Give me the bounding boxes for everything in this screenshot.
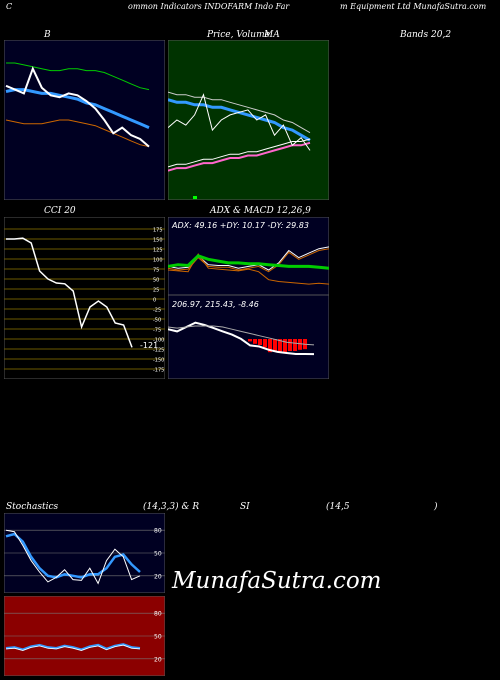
macd-histogram-bar bbox=[268, 339, 272, 353]
macd-histogram-bar bbox=[248, 339, 252, 342]
cci-tick-label: 100 bbox=[153, 258, 163, 264]
cci-tick-label: -150 bbox=[153, 358, 164, 364]
stoch-d-line bbox=[5, 532, 141, 579]
cci-tick-label: 0 bbox=[153, 298, 156, 304]
price-line bbox=[168, 93, 311, 151]
cci-panel: 175 150 125 100 75 50 25 0 -25 -50 -75 -100 -125 -150… bbox=[4, 217, 165, 379]
stoch-tick-label: 50 bbox=[154, 551, 162, 558]
title-stochastics: Stochastics bbox=[6, 502, 59, 512]
title-b: B bbox=[44, 30, 51, 40]
macd-line bbox=[168, 321, 315, 356]
title-stoch-params: (14,3,3) & R bbox=[143, 502, 200, 512]
macd-histogram-bar bbox=[283, 339, 287, 353]
cci-tick-label: -25 bbox=[153, 308, 161, 314]
stoch-tick-label: 20 bbox=[154, 573, 162, 580]
macd-histogram-bar bbox=[298, 339, 302, 350]
watermark: MunafaSutra.com bbox=[172, 568, 382, 594]
macd-histogram-bar bbox=[253, 339, 257, 344]
lower-band-line bbox=[5, 119, 150, 148]
macd-histogram-bar bbox=[258, 339, 262, 345]
title-rsi: SI bbox=[240, 502, 250, 512]
price-volume-panel bbox=[168, 40, 329, 200]
macd-histogram-bar bbox=[278, 339, 282, 353]
upper-band-line bbox=[6, 62, 150, 91]
header-left: C bbox=[6, 2, 13, 11]
header-right: m Equipment Ltd MunafaSutra.com bbox=[340, 2, 487, 11]
stochastics-panel: 80 50 20 bbox=[4, 513, 165, 593]
cci-tick-label: -175 bbox=[153, 368, 164, 374]
rsi-panel: 80 50 20 bbox=[4, 596, 165, 676]
cci-tick-label: 75 bbox=[153, 268, 159, 274]
cci-tick-label: 50 bbox=[153, 278, 159, 284]
rsi-tick-label: 20 bbox=[154, 656, 162, 663]
title-ma: MA bbox=[264, 30, 280, 40]
cci-line bbox=[6, 237, 133, 348]
adx-line bbox=[168, 254, 329, 270]
title-rsi-close: ) bbox=[434, 502, 438, 512]
adx-macd-panel: ADX: 49.16 +DY: 10.17 -DY: 29.83 206.97,… bbox=[168, 217, 329, 379]
volume-bar bbox=[193, 196, 197, 199]
cci-tick-label: 175 bbox=[153, 228, 163, 234]
adx-readout: ADX: 49.16 +DY: 10.17 -DY: 29.83 bbox=[171, 221, 309, 230]
rsi-line bbox=[5, 643, 141, 652]
rsi-white-line bbox=[5, 644, 141, 651]
title-adx: ADX & MACD 12,26,9 bbox=[210, 206, 311, 216]
ma-line-white bbox=[168, 138, 311, 168]
cci-tick-label: 150 bbox=[153, 238, 163, 244]
bollinger-panel bbox=[4, 40, 165, 200]
cci-tick-label: -100 bbox=[153, 338, 164, 344]
cci-tick-label: 25 bbox=[153, 288, 159, 294]
macd-readout: 206.97, 215.43, -8.46 bbox=[172, 300, 259, 309]
ma-line-long bbox=[168, 91, 311, 134]
cci-tick-label: -125 bbox=[153, 348, 164, 354]
cci-tick-label: -50 bbox=[153, 318, 161, 324]
minus-dy-line bbox=[168, 248, 329, 273]
macd-histogram-bar bbox=[273, 339, 277, 351]
rsi-tick-label: 50 bbox=[154, 634, 162, 641]
signal-line bbox=[168, 325, 315, 346]
stoch-k-line bbox=[5, 529, 141, 585]
macd-histogram-bar bbox=[293, 339, 297, 351]
cci-tick-label: -75 bbox=[153, 328, 161, 334]
macd-histogram-bar bbox=[288, 339, 292, 351]
rsi-tick-label: 80 bbox=[154, 611, 162, 618]
title-rsi-params: (14,5 bbox=[326, 502, 350, 512]
title-cci: CCI 20 bbox=[44, 206, 76, 216]
cci-tick-label: 125 bbox=[153, 248, 163, 254]
middle-band-line bbox=[5, 88, 150, 129]
price-line bbox=[5, 66, 150, 148]
ma-line-pink bbox=[168, 141, 311, 172]
macd-histogram-bar bbox=[263, 339, 267, 348]
header-middle: ommon Indicators INDOFARM Indo Far bbox=[128, 2, 290, 11]
stoch-tick-label: 80 bbox=[154, 528, 162, 535]
cci-last-label: -121 bbox=[140, 341, 158, 350]
title-price-volume: Price, Volume bbox=[207, 30, 270, 40]
title-bands: Bands 20,2 bbox=[400, 30, 452, 40]
